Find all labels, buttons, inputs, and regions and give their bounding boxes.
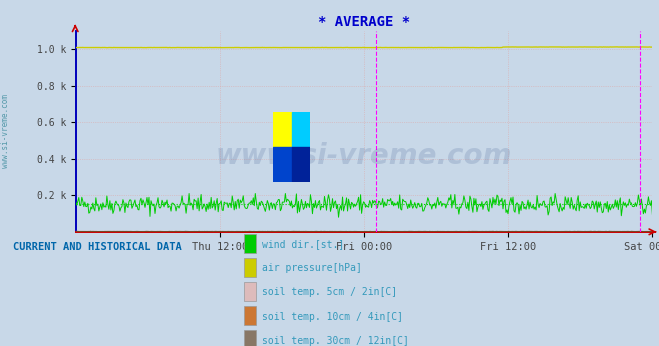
Bar	[291, 147, 310, 182]
Bar	[291, 112, 310, 147]
Text: www.si-vreme.com: www.si-vreme.com	[1, 94, 10, 169]
Title: * AVERAGE *: * AVERAGE *	[318, 15, 410, 29]
Bar	[273, 112, 291, 147]
Text: soil temp. 5cm / 2in[C]: soil temp. 5cm / 2in[C]	[262, 288, 397, 297]
Text: CURRENT AND HISTORICAL DATA: CURRENT AND HISTORICAL DATA	[13, 242, 182, 252]
Text: soil temp. 30cm / 12in[C]: soil temp. 30cm / 12in[C]	[262, 336, 409, 346]
Text: wind dir.[st.]: wind dir.[st.]	[262, 239, 344, 249]
Bar	[273, 147, 291, 182]
Text: soil temp. 10cm / 4in[C]: soil temp. 10cm / 4in[C]	[262, 312, 403, 321]
Text: air pressure[hPa]: air pressure[hPa]	[262, 263, 362, 273]
Text: www.si-vreme.com: www.si-vreme.com	[216, 142, 512, 170]
